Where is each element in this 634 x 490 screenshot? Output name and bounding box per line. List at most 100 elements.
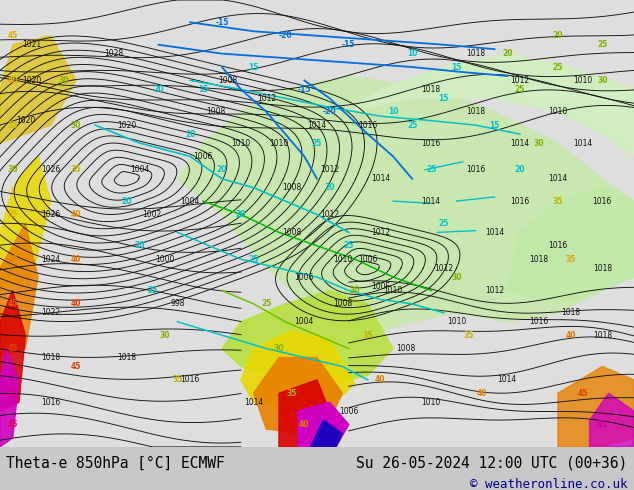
- Text: 1020: 1020: [117, 121, 136, 130]
- Text: 1014: 1014: [371, 174, 390, 183]
- Text: 1012: 1012: [434, 264, 453, 272]
- Text: 40: 40: [477, 389, 487, 398]
- Text: 1012: 1012: [510, 76, 529, 85]
- Text: 998: 998: [171, 299, 184, 308]
- Text: 1016: 1016: [41, 398, 60, 407]
- Text: 45: 45: [71, 362, 81, 371]
- Text: 30: 30: [274, 344, 284, 353]
- Text: 30: 30: [71, 121, 81, 130]
- Text: 1006: 1006: [339, 407, 358, 416]
- Text: 35: 35: [8, 210, 18, 219]
- Text: 1020: 1020: [16, 116, 35, 125]
- Text: 25: 25: [249, 255, 259, 264]
- Text: 1014: 1014: [244, 398, 263, 407]
- Text: 1026: 1026: [41, 165, 60, 174]
- Polygon shape: [590, 393, 634, 447]
- Polygon shape: [298, 402, 349, 447]
- Text: 1016: 1016: [466, 165, 485, 174]
- Text: 1014: 1014: [498, 375, 517, 384]
- Text: 1016: 1016: [510, 196, 529, 206]
- Text: 35: 35: [71, 165, 81, 174]
- Text: Theta-e 850hPa [°C] ECMWF: Theta-e 850hPa [°C] ECMWF: [6, 456, 225, 471]
- Text: -15: -15: [215, 18, 229, 27]
- Text: 1004: 1004: [181, 196, 200, 206]
- Text: 1018: 1018: [466, 49, 485, 58]
- Text: 20: 20: [553, 31, 563, 40]
- Text: 1008: 1008: [282, 183, 301, 192]
- Text: 35: 35: [363, 331, 373, 340]
- Text: 1020: 1020: [22, 76, 41, 85]
- Text: 40: 40: [299, 420, 309, 429]
- Text: 20: 20: [325, 183, 335, 192]
- Polygon shape: [0, 348, 19, 447]
- Text: 20: 20: [122, 196, 132, 206]
- Text: 35: 35: [8, 121, 18, 130]
- Text: 1008: 1008: [333, 299, 352, 308]
- Text: 1016: 1016: [422, 139, 441, 147]
- Text: 35: 35: [287, 389, 297, 398]
- Text: 45: 45: [8, 420, 18, 429]
- Text: 1006: 1006: [358, 255, 377, 264]
- Text: 45: 45: [597, 420, 607, 429]
- Text: 25: 25: [515, 85, 525, 94]
- Text: 25: 25: [426, 165, 436, 174]
- Text: 1010: 1010: [574, 76, 593, 85]
- Text: 1014: 1014: [422, 196, 441, 206]
- Text: 20: 20: [134, 241, 145, 250]
- Text: 1004: 1004: [295, 317, 314, 326]
- Text: 1026: 1026: [41, 210, 60, 219]
- Text: -15: -15: [342, 40, 356, 49]
- Text: 1008: 1008: [206, 107, 225, 116]
- Text: 20: 20: [185, 129, 195, 139]
- Text: 25: 25: [553, 63, 563, 72]
- Text: 1010: 1010: [548, 107, 567, 116]
- Text: 15: 15: [439, 94, 449, 103]
- Text: 1021: 1021: [22, 40, 41, 49]
- Polygon shape: [0, 156, 51, 291]
- Text: 1024: 1024: [41, 255, 60, 264]
- Text: 1018: 1018: [593, 264, 612, 272]
- Text: 100F: 100F: [371, 281, 390, 291]
- Polygon shape: [254, 358, 342, 434]
- Text: 1014: 1014: [485, 228, 504, 237]
- Text: 1016: 1016: [358, 121, 377, 130]
- Text: Su 26-05-2024 12:00 UTC (00+36): Su 26-05-2024 12:00 UTC (00+36): [356, 456, 628, 471]
- Text: 35: 35: [553, 196, 563, 206]
- Text: 1010: 1010: [447, 317, 466, 326]
- Text: 1018: 1018: [466, 107, 485, 116]
- Text: 1022: 1022: [41, 308, 60, 318]
- Text: -20: -20: [323, 107, 337, 116]
- Text: 1012: 1012: [320, 165, 339, 174]
- Polygon shape: [241, 331, 355, 411]
- Polygon shape: [279, 380, 330, 447]
- Text: 45: 45: [578, 389, 588, 398]
- Text: 10: 10: [407, 49, 417, 58]
- Text: 30: 30: [451, 272, 462, 282]
- Text: -20: -20: [278, 31, 292, 40]
- Text: 20: 20: [217, 165, 227, 174]
- Text: 20: 20: [153, 85, 164, 94]
- Text: 40: 40: [8, 255, 18, 264]
- Text: 1016: 1016: [593, 196, 612, 206]
- Text: 30: 30: [160, 331, 170, 340]
- Text: 20: 20: [236, 210, 246, 219]
- Text: 15: 15: [249, 63, 259, 72]
- Text: 1018: 1018: [529, 255, 548, 264]
- Text: 25: 25: [407, 121, 417, 130]
- Text: 1012: 1012: [320, 210, 339, 219]
- Text: 40: 40: [71, 299, 81, 308]
- Text: 40: 40: [8, 76, 18, 85]
- Text: 35: 35: [172, 375, 183, 384]
- Text: 1014: 1014: [548, 174, 567, 183]
- Polygon shape: [0, 291, 25, 411]
- Text: 25: 25: [261, 299, 271, 308]
- Text: 1010: 1010: [231, 139, 250, 147]
- Polygon shape: [178, 76, 634, 335]
- Polygon shape: [0, 36, 76, 143]
- Text: 1016: 1016: [548, 241, 567, 250]
- Text: 30: 30: [597, 76, 607, 85]
- Text: 45: 45: [8, 389, 18, 398]
- Text: 1018: 1018: [41, 353, 60, 362]
- Text: 40: 40: [375, 375, 385, 384]
- Text: 25: 25: [312, 139, 322, 147]
